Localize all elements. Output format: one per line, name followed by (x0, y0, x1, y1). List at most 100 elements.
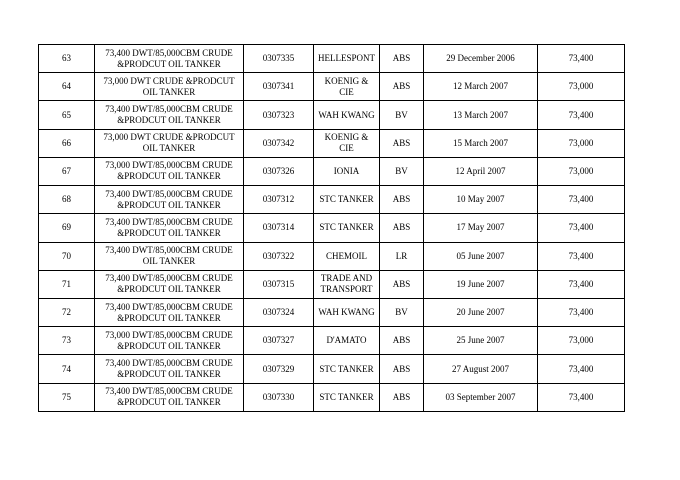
cell-row-number: 73 (38, 326, 95, 356)
cell-row-number: 69 (38, 213, 95, 243)
cell-dwt: 73,400 (537, 241, 625, 271)
cell-owner: KOENIG & CIE (313, 128, 380, 158)
cell-dwt: 73,000 (537, 72, 625, 102)
table-row: 65 73,400 DWT/85,000CBM CRUDE &PRODCUT O… (38, 100, 625, 130)
cell-owner: KOENIG & CIE (313, 72, 380, 102)
cell-yard-number: 0307326 (243, 156, 314, 187)
cell-row-number: 66 (38, 128, 95, 158)
cell-owner: WAH KWANG (313, 100, 380, 130)
cell-yard-number: 0307323 (243, 100, 314, 130)
table-row: 73 73,000 DWT/85,000CBM CRUDE &PRODCUT O… (38, 326, 625, 356)
cell-owner: D'AMATO (313, 326, 380, 356)
cell-class: ABS (379, 269, 424, 299)
cell-owner: HELLESPONT (313, 43, 380, 74)
orders-table: 63 73,400 DWT/85,000CBM CRUDE &PRODCUT O… (38, 43, 625, 413)
cell-date: 03 September 2007 (423, 382, 538, 413)
cell-description: 73,400 DWT/85,000CBM CRUDE &PRODCUT OIL … (94, 185, 244, 215)
cell-yard-number: 0307324 (243, 297, 314, 328)
cell-class: ABS (379, 185, 424, 215)
cell-class: ABS (379, 213, 424, 243)
cell-class: BV (379, 297, 424, 328)
cell-row-number: 67 (38, 156, 95, 187)
cell-dwt: 73,400 (537, 382, 625, 413)
table-row: 69 73,400 DWT/85,000CBM CRUDE &PRODCUT O… (38, 213, 625, 243)
cell-row-number: 70 (38, 241, 95, 271)
cell-date: 15 March 2007 (423, 128, 538, 158)
cell-yard-number: 0307315 (243, 269, 314, 299)
cell-row-number: 63 (38, 43, 95, 74)
cell-date: 19 June 2007 (423, 269, 538, 299)
cell-yard-number: 0307327 (243, 326, 314, 356)
cell-owner: STC TANKER (313, 213, 380, 243)
cell-description: 73,400 DWT/85,000CBM CRUDE &PRODCUT OIL … (94, 43, 244, 74)
cell-date: 29 December 2006 (423, 43, 538, 74)
cell-description: 73,400 DWT/85,000CBM CRUDE &PRODCUT OIL … (94, 354, 244, 384)
cell-yard-number: 0307329 (243, 354, 314, 384)
table-row: 74 73,400 DWT/85,000CBM CRUDE &PRODCUT O… (38, 354, 625, 384)
cell-dwt: 73,000 (537, 128, 625, 158)
cell-yard-number: 0307341 (243, 72, 314, 102)
cell-date: 13 March 2007 (423, 100, 538, 130)
cell-owner: TRADE AND TRANSPORT (313, 269, 380, 299)
cell-owner: STC TANKER (313, 354, 380, 384)
cell-date: 12 March 2007 (423, 72, 538, 102)
cell-yard-number: 0307314 (243, 213, 314, 243)
cell-dwt: 73,400 (537, 100, 625, 130)
cell-yard-number: 0307312 (243, 185, 314, 215)
cell-class: BV (379, 156, 424, 187)
cell-yard-number: 0307342 (243, 128, 314, 158)
cell-class: ABS (379, 382, 424, 413)
cell-class: ABS (379, 354, 424, 384)
cell-class: ABS (379, 43, 424, 74)
cell-row-number: 68 (38, 185, 95, 215)
cell-description: 73,400 DWT/85,000CBM CRUDE &PRODCUT OIL … (94, 297, 244, 328)
cell-date: 17 May 2007 (423, 213, 538, 243)
cell-row-number: 65 (38, 100, 95, 130)
cell-yard-number: 0307335 (243, 43, 314, 74)
cell-yard-number: 0307322 (243, 241, 314, 271)
cell-description: 73,000 DWT CRUDE &PRODCUT OIL TANKER (94, 128, 244, 158)
cell-dwt: 73,400 (537, 43, 625, 74)
cell-description: 73,400 DWT/85,000CBM CRUDE OIL TANKER (94, 241, 244, 271)
cell-row-number: 72 (38, 297, 95, 328)
cell-dwt: 73,400 (537, 269, 625, 299)
cell-class: ABS (379, 72, 424, 102)
cell-row-number: 75 (38, 382, 95, 413)
table-row: 72 73,400 DWT/85,000CBM CRUDE &PRODCUT O… (38, 297, 625, 328)
cell-description: 73,400 DWT/85,000CBM CRUDE &PRODCUT OIL … (94, 382, 244, 413)
table-row: 75 73,400 DWT/85,000CBM CRUDE &PRODCUT O… (38, 382, 625, 413)
cell-yard-number: 0307330 (243, 382, 314, 413)
cell-owner: STC TANKER (313, 185, 380, 215)
table-row: 63 73,400 DWT/85,000CBM CRUDE &PRODCUT O… (38, 43, 625, 74)
cell-class: LR (379, 241, 424, 271)
table-row: 66 73,000 DWT CRUDE &PRODCUT OIL TANKER … (38, 128, 625, 158)
cell-date: 20 June 2007 (423, 297, 538, 328)
cell-description: 73,000 DWT CRUDE &PRODCUT OIL TANKER (94, 72, 244, 102)
cell-date: 25 June 2007 (423, 326, 538, 356)
cell-class: ABS (379, 326, 424, 356)
cell-description: 73,000 DWT/85,000CBM CRUDE &PRODCUT OIL … (94, 326, 244, 356)
table-row: 71 73,400 DWT/85,000CBM CRUDE &PRODCUT O… (38, 269, 625, 299)
cell-dwt: 73,400 (537, 297, 625, 328)
cell-description: 73,400 DWT/85,000CBM CRUDE &PRODCUT OIL … (94, 100, 244, 130)
cell-class: ABS (379, 128, 424, 158)
cell-description: 73,400 DWT/85,000CBM CRUDE &PRODCUT OIL … (94, 213, 244, 243)
cell-description: 73,000 DWT/85,000CBM CRUDE &PRODCUT OIL … (94, 156, 244, 187)
cell-dwt: 73,400 (537, 185, 625, 215)
cell-owner: WAH KWANG (313, 297, 380, 328)
cell-owner: CHEMOIL (313, 241, 380, 271)
cell-dwt: 73,400 (537, 213, 625, 243)
cell-dwt: 73,400 (537, 354, 625, 384)
cell-row-number: 74 (38, 354, 95, 384)
cell-class: BV (379, 100, 424, 130)
cell-date: 10 May 2007 (423, 185, 538, 215)
cell-owner: STC TANKER (313, 382, 380, 413)
cell-row-number: 71 (38, 269, 95, 299)
table-row: 68 73,400 DWT/85,000CBM CRUDE &PRODCUT O… (38, 185, 625, 215)
cell-owner: IONIA (313, 156, 380, 187)
table-row: 67 73,000 DWT/85,000CBM CRUDE &PRODCUT O… (38, 156, 625, 187)
cell-date: 05 June 2007 (423, 241, 538, 271)
cell-row-number: 64 (38, 72, 95, 102)
cell-dwt: 73,000 (537, 326, 625, 356)
